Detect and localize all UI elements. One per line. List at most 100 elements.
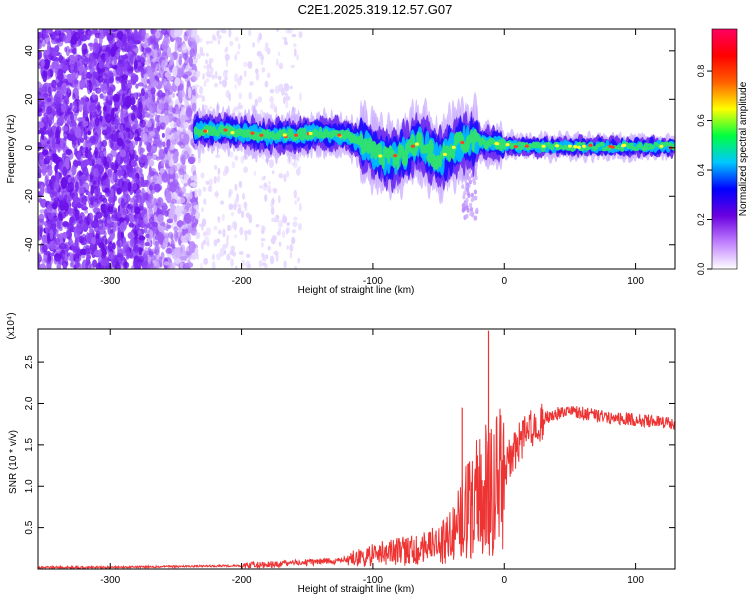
heatmap-noise-cell [60, 58, 67, 67]
heatmap-noise-cell [293, 189, 297, 199]
heatmap-noise-cell [221, 29, 227, 34]
heatmap-noise-cell [129, 236, 135, 249]
heatmap-noise-cell [286, 245, 289, 250]
heatmap-noise-cell [133, 92, 137, 99]
heatmap-noise-cell [99, 144, 107, 153]
heatmap-noise-cell [114, 209, 118, 215]
heatmap-noise-cell [211, 76, 215, 80]
heatmap-noise-cell [172, 66, 178, 78]
heatmap-noise-cell [75, 180, 79, 192]
heatmap-noise-cell [123, 129, 131, 139]
heatmap-noise-cell [135, 83, 139, 89]
heatmap-noise-cell [115, 152, 121, 163]
heatmap-noise-cell [294, 200, 298, 205]
heatmap-noise-cell [151, 226, 157, 233]
heatmap-peak-cell [308, 131, 313, 136]
heatmap-noise-cell [83, 159, 90, 166]
heatmap-peak-cell [588, 143, 593, 147]
heatmap-noise-cell [296, 168, 301, 176]
heatmap-noise-cell [264, 46, 269, 52]
heatmap-peak-cell [250, 131, 255, 135]
heatmap-noise-cell [118, 89, 126, 94]
heatmap-noise-cell [72, 92, 76, 101]
heatmap-noise-cell [148, 216, 155, 225]
heatmap-noise-cell [272, 187, 277, 192]
heatmap-noise-cell [228, 191, 232, 196]
heatmap-noise-cell [174, 258, 182, 264]
heatmap-noise-cell [149, 169, 154, 177]
heatmap-noise-cell [79, 79, 86, 89]
heatmap-signal-cell [471, 212, 475, 218]
heatmap-noise-cell [165, 127, 171, 134]
heatmap-signal-cell [469, 207, 474, 212]
heatmap-peak-cell [582, 144, 586, 148]
heatmap-noise-cell [193, 189, 198, 194]
heatmap-signal-cell [461, 208, 465, 213]
heatmap-noise-cell [150, 147, 155, 153]
heatmap-noise-cell [169, 166, 174, 175]
heatmap-noise-cell [96, 262, 102, 269]
heatmap-noise-cell [284, 41, 289, 45]
heatmap-noise-cell [202, 231, 207, 237]
heatmap-noise-cell [66, 252, 71, 257]
colorbar-tick-label: 0.0 [696, 263, 706, 276]
x-tick-label: -300 [100, 276, 120, 287]
heatmap-noise-cell [183, 173, 190, 181]
heatmap-noise-cell [57, 254, 63, 260]
heatmap-noise-cell [260, 54, 264, 62]
heatmap-noise-cell [177, 90, 182, 101]
heatmap-noise-cell [168, 262, 175, 269]
heatmap-noise-cell [166, 139, 171, 149]
heatmap-noise-cell [179, 255, 187, 261]
heatmap-noise-cell [208, 40, 214, 44]
heatmap-noise-cell [110, 46, 116, 58]
heatmap-noise-cell [46, 185, 51, 194]
heatmap-noise-cell [85, 72, 93, 79]
heatmap-noise-cell [180, 106, 186, 115]
heatmap-noise-cell [224, 48, 228, 54]
heatmap-noise-cell [283, 173, 287, 183]
heatmap-signal-cell [466, 187, 470, 192]
heatmap-layer [38, 29, 675, 269]
heatmap-noise-cell [164, 210, 169, 217]
heatmap-signal-cell [629, 142, 634, 147]
heatmap-noise-cell [90, 116, 96, 127]
heatmap-noise-cell [41, 100, 45, 107]
heatmap-noise-cell [51, 137, 56, 150]
heatmap-noise-cell [185, 107, 193, 118]
heatmap-noise-cell [194, 247, 199, 254]
heatmap-noise-cell [182, 210, 187, 215]
heatmap-noise-cell [197, 188, 202, 197]
heatmap-noise-cell [118, 170, 125, 176]
heatmap-noise-cell [231, 161, 236, 169]
heatmap-peak-cell [393, 154, 398, 158]
heatmap-noise-cell [238, 92, 243, 100]
heatmap-noise-cell [160, 158, 165, 167]
heatmap-peak-cell [576, 145, 581, 149]
heatmap-noise-cell [286, 170, 290, 178]
heatmap-noise-cell [58, 194, 64, 201]
heatmap-noise-cell [111, 56, 117, 67]
heatmap-noise-cell [38, 130, 42, 135]
colorbar-tick-label: 0.2 [696, 213, 706, 226]
heatmap-noise-cell [124, 127, 131, 132]
heatmap-noise-cell [69, 216, 75, 224]
heatmap-noise-cell [140, 173, 144, 183]
heatmap-noise-cell [64, 111, 69, 117]
heatmap-noise-cell [42, 168, 47, 176]
heatmap-noise-cell [238, 105, 244, 110]
x-tick-label: 100 [627, 276, 644, 287]
y-tick-label: 40 [24, 45, 35, 57]
heatmap-noise-cell [67, 87, 71, 94]
heatmap-noise-cell [206, 52, 209, 57]
heatmap-noise-cell [65, 45, 71, 57]
heatmap-noise-cell [66, 162, 70, 170]
heatmap-noise-cell [234, 73, 239, 83]
heatmap-noise-cell [132, 183, 138, 191]
heatmap-noise-cell [70, 35, 78, 46]
heatmap-noise-cell [105, 113, 112, 124]
heatmap-noise-cell [93, 37, 99, 50]
heatmap-noise-cell [203, 80, 207, 87]
heatmap-peak-cell [460, 140, 465, 145]
